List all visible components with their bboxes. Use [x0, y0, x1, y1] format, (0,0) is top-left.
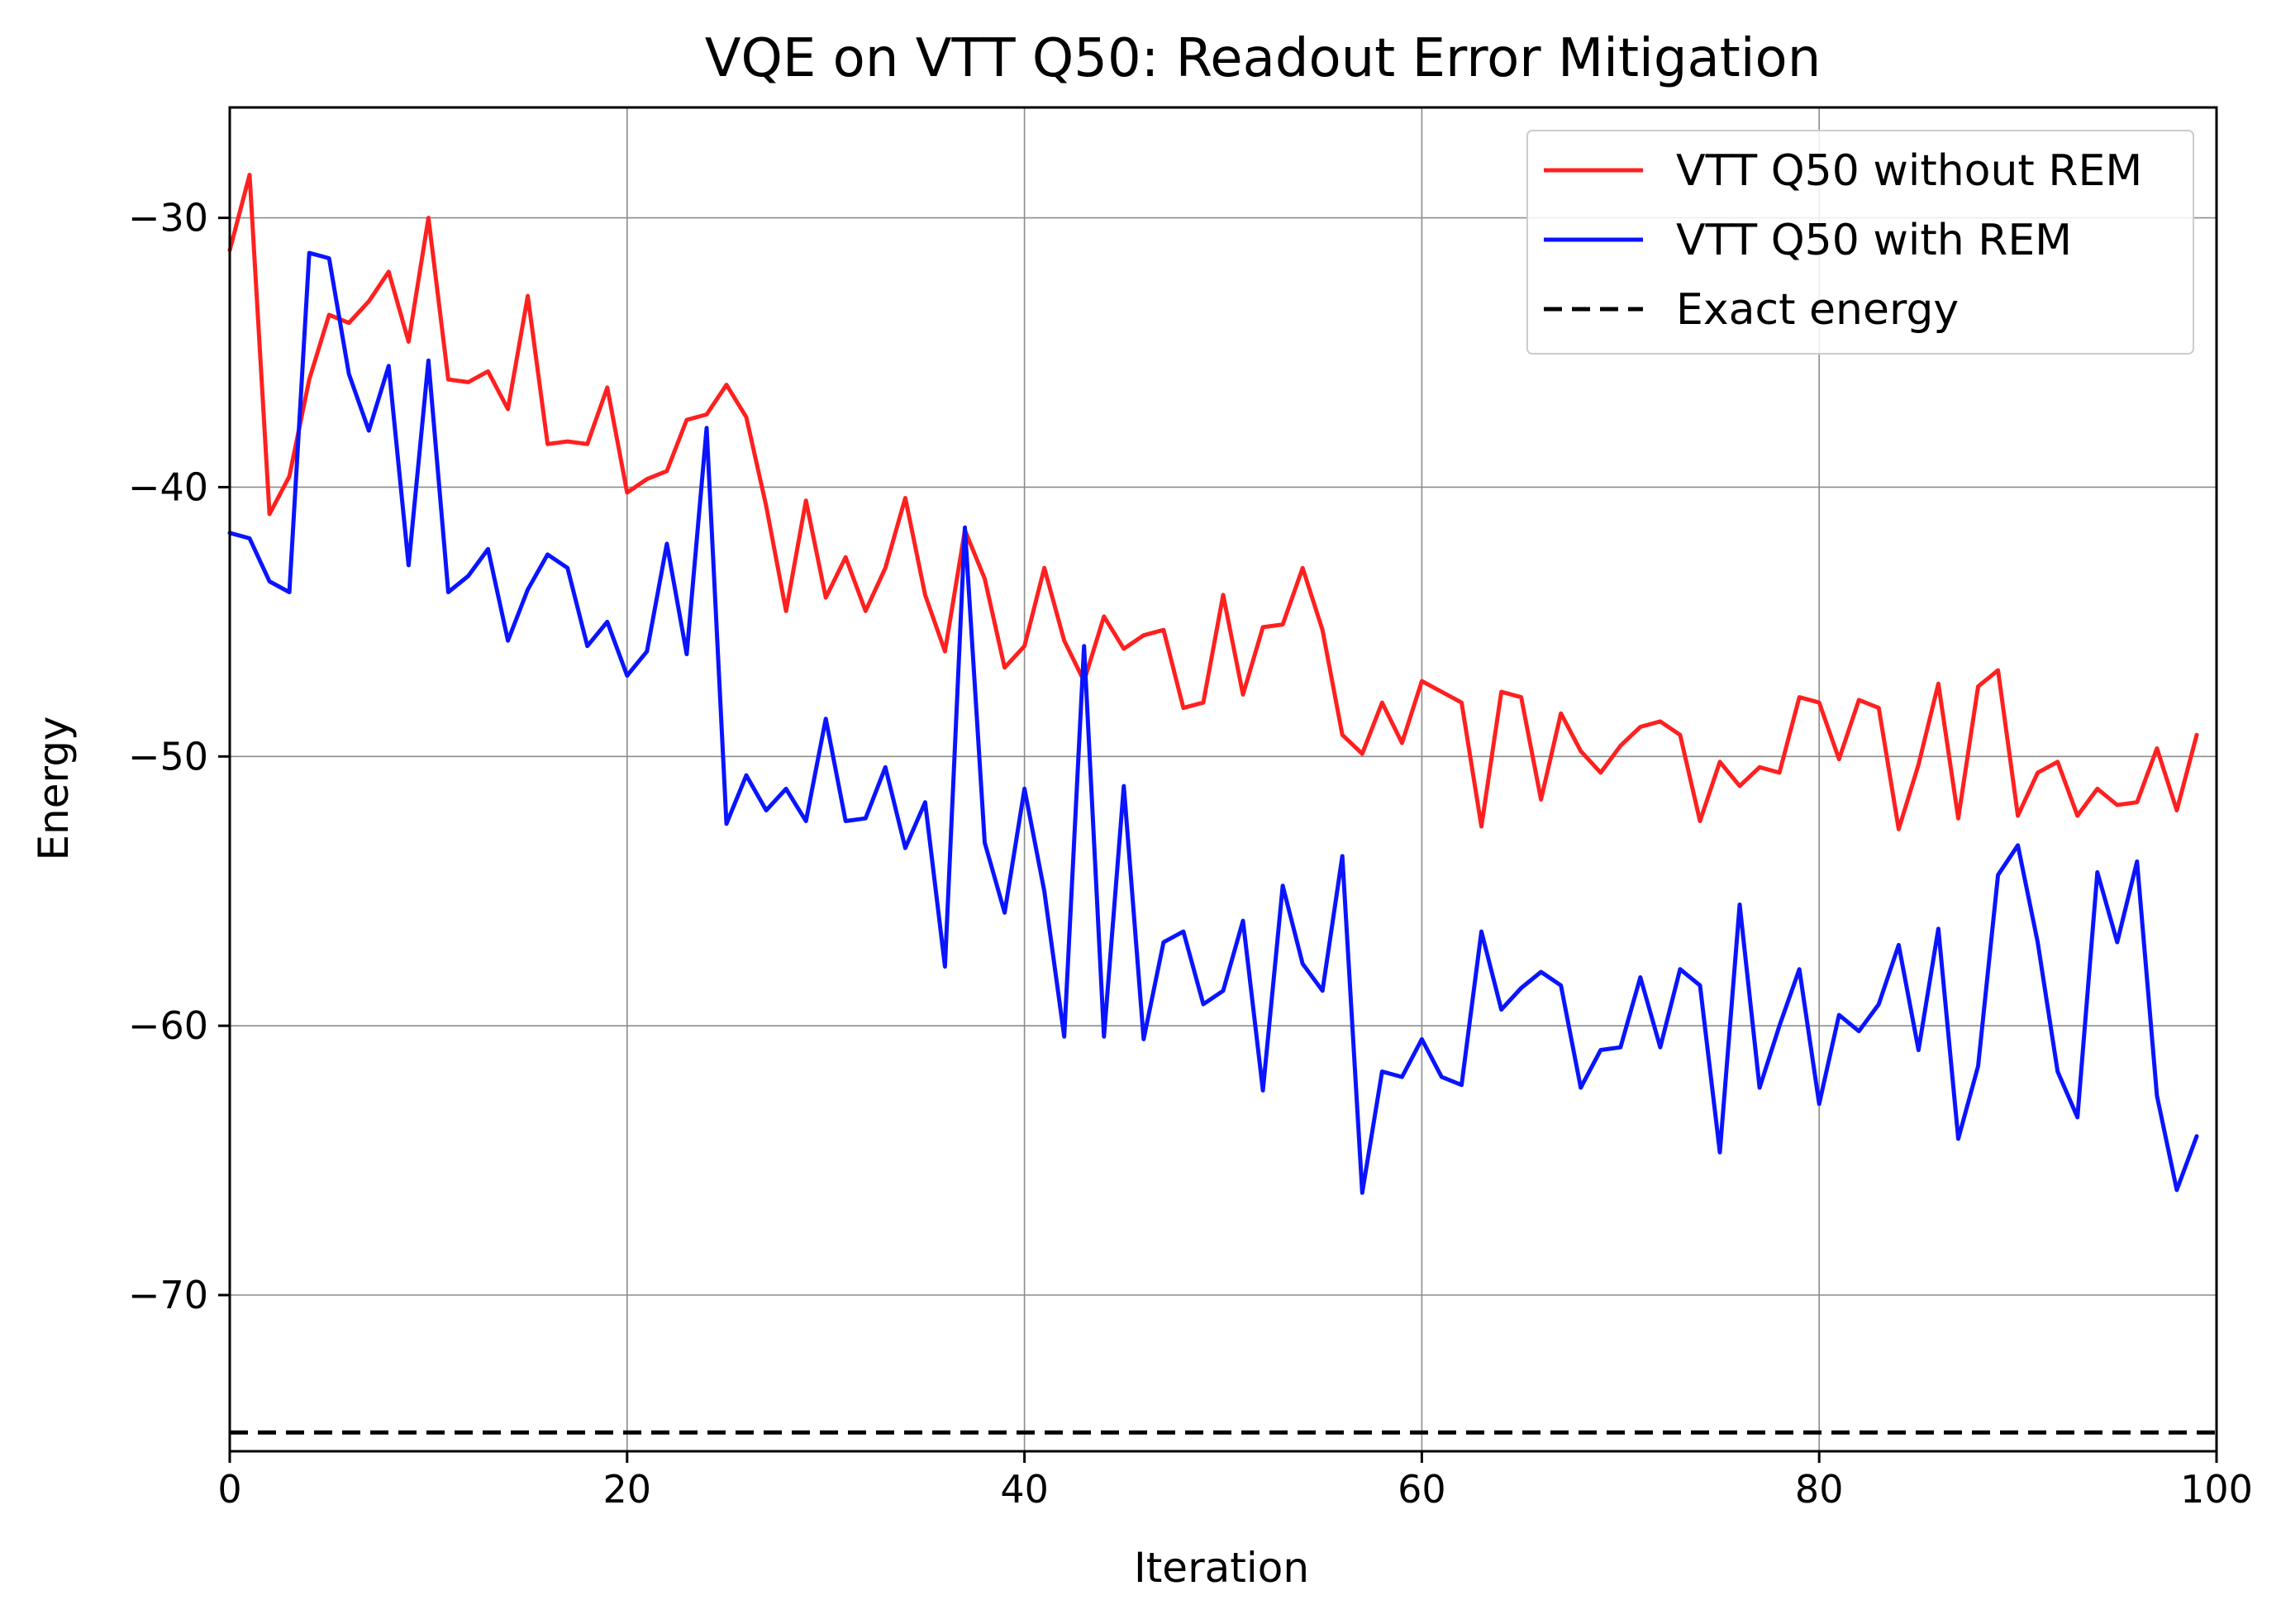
- y-tick-label: −40: [128, 464, 208, 509]
- plot-frame: [228, 106, 2218, 1453]
- x-tick-label: 60: [1398, 1467, 1446, 1512]
- x-tick-label: 20: [603, 1467, 652, 1512]
- legend-label-exact-energy: Exact energy: [1676, 285, 1959, 335]
- y-tick-label: −70: [128, 1273, 208, 1317]
- series-line-without-rem: [227, 173, 2199, 831]
- x-axis-ticks: 0 20 40 60 80 100: [217, 1451, 2253, 1512]
- x-tick-label: 0: [217, 1467, 241, 1512]
- series-line-with-rem: [227, 250, 2199, 1195]
- x-tick-label: 80: [1795, 1467, 1844, 1512]
- legend: VTT Q50 without REM VTT Q50 with REM Exa…: [1526, 130, 2194, 355]
- legend-label-with-rem: VTT Q50 with REM: [1676, 216, 2072, 265]
- y-tick-label: −60: [128, 1003, 208, 1048]
- x-tick-label: 40: [1000, 1467, 1049, 1512]
- y-axis-label: Energy: [30, 716, 78, 860]
- legend-label-without-rem: VTT Q50 without REM: [1676, 146, 2142, 196]
- chart-title: VQE on VTT Q50: Readout Error Mitigation: [705, 28, 1821, 89]
- y-tick-label: −30: [128, 196, 208, 241]
- y-tick-label: −50: [128, 734, 208, 779]
- plot-lines: [227, 173, 2217, 1435]
- x-tick-label: 100: [2180, 1467, 2253, 1512]
- grid-lines: [229, 107, 2217, 1451]
- y-axis-ticks: −30 −40 −50 −60 −70: [128, 196, 230, 1317]
- x-axis-label: Iteration: [1134, 1544, 1309, 1592]
- legend-box: [1526, 130, 2194, 355]
